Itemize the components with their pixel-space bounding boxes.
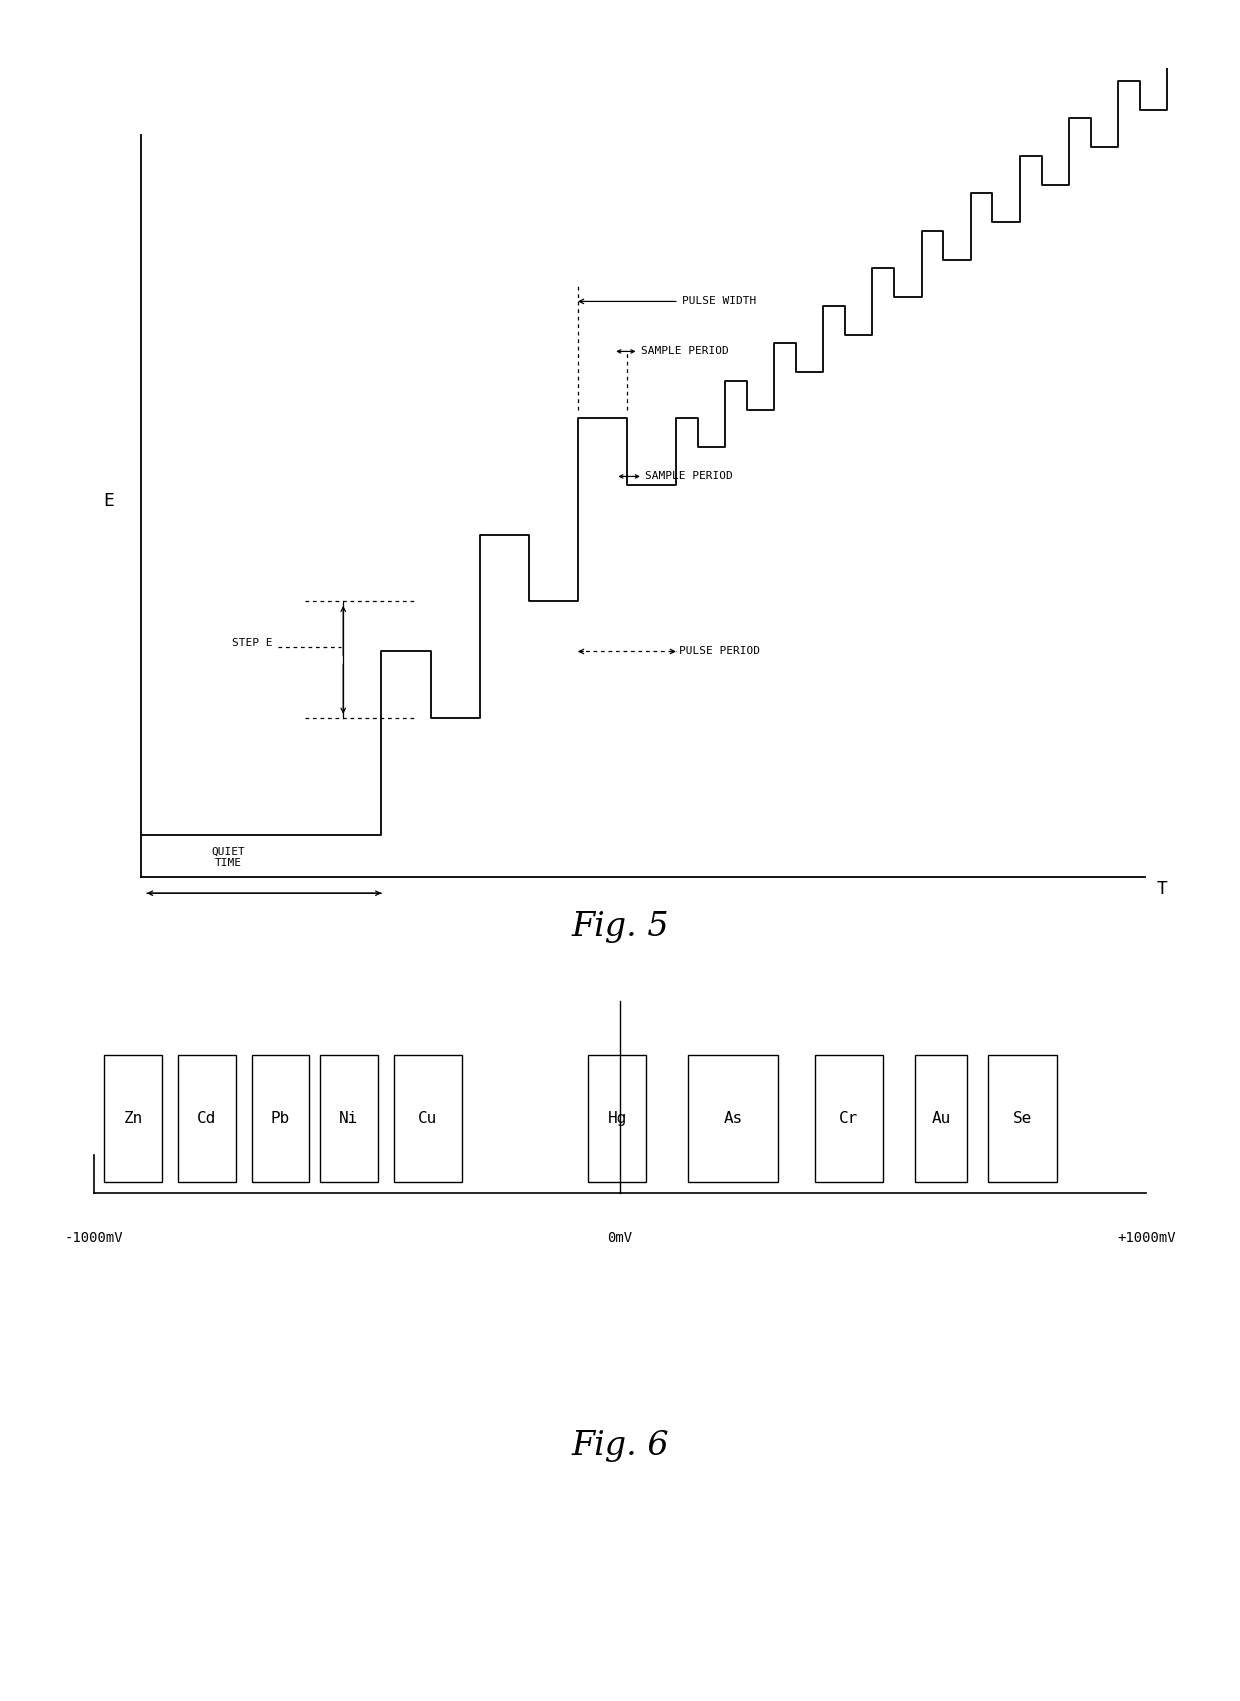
- Text: Se: Se: [1013, 1111, 1033, 1126]
- FancyBboxPatch shape: [988, 1055, 1056, 1182]
- FancyBboxPatch shape: [815, 1055, 883, 1182]
- Text: Au: Au: [931, 1111, 951, 1126]
- FancyBboxPatch shape: [252, 1055, 310, 1182]
- Text: As: As: [724, 1111, 743, 1126]
- Text: Cu: Cu: [418, 1111, 438, 1126]
- Text: Zn: Zn: [124, 1111, 143, 1126]
- Text: Ni: Ni: [340, 1111, 358, 1126]
- Text: SAMPLE PERIOD: SAMPLE PERIOD: [646, 471, 733, 481]
- Text: Cd: Cd: [197, 1111, 217, 1126]
- Text: PULSE PERIOD: PULSE PERIOD: [680, 646, 760, 657]
- FancyBboxPatch shape: [393, 1055, 463, 1182]
- Text: Hg: Hg: [608, 1111, 627, 1126]
- FancyBboxPatch shape: [104, 1055, 162, 1182]
- Text: Pb: Pb: [270, 1111, 290, 1126]
- Text: QUIET
TIME: QUIET TIME: [212, 847, 246, 868]
- FancyBboxPatch shape: [177, 1055, 236, 1182]
- Text: Fig. 6: Fig. 6: [572, 1431, 668, 1461]
- Text: +1000mV: +1000mV: [1117, 1232, 1176, 1245]
- FancyBboxPatch shape: [320, 1055, 378, 1182]
- FancyBboxPatch shape: [915, 1055, 967, 1182]
- Text: Fig. 5: Fig. 5: [572, 912, 668, 942]
- Text: SAMPLE PERIOD: SAMPLE PERIOD: [641, 347, 729, 357]
- Text: Cr: Cr: [839, 1111, 858, 1126]
- Text: STEP E: STEP E: [232, 638, 273, 648]
- FancyBboxPatch shape: [589, 1055, 646, 1182]
- Text: PULSE WIDTH: PULSE WIDTH: [682, 296, 755, 306]
- Text: T: T: [1156, 879, 1167, 898]
- Text: 0mV: 0mV: [608, 1232, 632, 1245]
- Text: -1000mV: -1000mV: [64, 1232, 123, 1245]
- FancyBboxPatch shape: [688, 1055, 777, 1182]
- Text: E: E: [103, 493, 114, 510]
